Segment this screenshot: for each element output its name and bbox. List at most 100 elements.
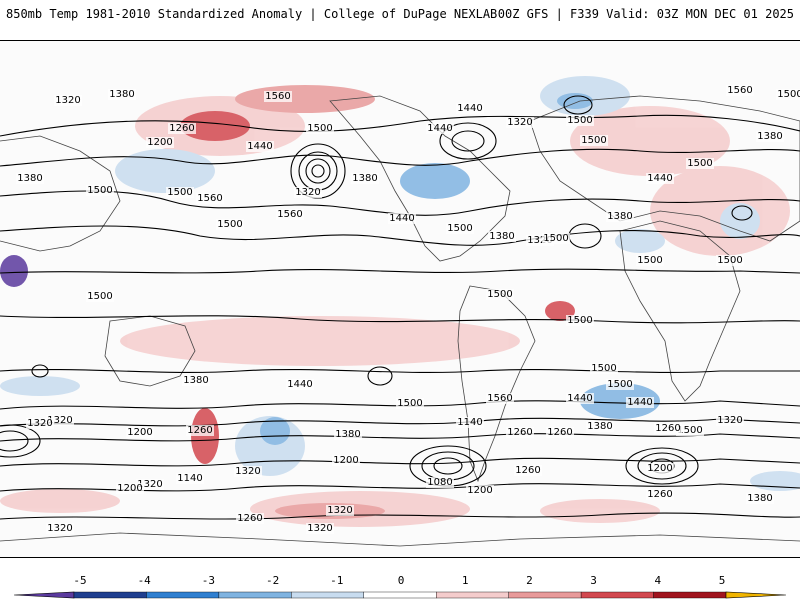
contour-label-bg bbox=[566, 315, 594, 326]
contour-label: 1320 bbox=[55, 95, 80, 106]
contour-label-bg bbox=[332, 455, 360, 466]
contour-line bbox=[0, 417, 800, 427]
contour-label-bg bbox=[388, 213, 416, 224]
coastline-antarctica bbox=[0, 532, 800, 547]
cool-anomaly-patch bbox=[557, 93, 593, 109]
contour-label-bg bbox=[776, 89, 800, 100]
contour-label: 1560 bbox=[487, 393, 512, 404]
contour-label-bg bbox=[176, 473, 204, 484]
contour-label: 1500 bbox=[447, 223, 472, 234]
coastline-africa bbox=[619, 220, 741, 402]
colorbar-tick-label: 0 bbox=[398, 574, 405, 587]
contour-label-bg bbox=[236, 513, 264, 524]
contour-label: 1440 bbox=[457, 103, 482, 114]
colorbar-tick-label: -3 bbox=[202, 574, 215, 587]
contour-label: 1500 bbox=[397, 398, 422, 409]
contour-label: 1080 bbox=[427, 477, 452, 488]
warm-anomaly-patch bbox=[180, 111, 250, 141]
contour-label: 1560 bbox=[727, 85, 752, 96]
contour-label-bg bbox=[646, 173, 674, 184]
contour-label-bg bbox=[488, 231, 516, 242]
colorbar-swatch bbox=[436, 591, 509, 599]
valid-time-label: 00Z GFS | F339 Valid: 03Z MON DEC 01 202… bbox=[497, 7, 794, 21]
contour-labels: 1380 1320 1560 1440 1500 1260 1200 1440 1320 1560… bbox=[16, 85, 800, 534]
contour-low-center bbox=[433, 457, 463, 475]
contour-label-bg bbox=[426, 477, 454, 488]
contour-label: 1560 bbox=[197, 193, 222, 204]
contour-label-bg bbox=[676, 425, 704, 436]
contour-low-center bbox=[731, 205, 753, 221]
contour-line bbox=[0, 268, 800, 274]
contour-label: 1500 bbox=[717, 255, 742, 266]
colorbar-tick-label: 2 bbox=[526, 574, 533, 587]
contour-label: 1140 bbox=[177, 473, 202, 484]
contour-label: 1380 bbox=[607, 211, 632, 222]
contour-label-bg bbox=[566, 115, 594, 126]
colorbar-swatch bbox=[146, 591, 220, 599]
colorbar-swatch bbox=[73, 591, 147, 599]
colorbar-swatch bbox=[653, 591, 727, 599]
contour-label: 1380 bbox=[489, 231, 514, 242]
contour-label-bg bbox=[654, 423, 682, 434]
contour-label: 1500 bbox=[777, 89, 800, 100]
contour-label: 1500 bbox=[87, 185, 112, 196]
coastline-australia bbox=[104, 315, 196, 387]
colorbar-swatch bbox=[363, 591, 437, 599]
colorbar-tick-label: 5 bbox=[719, 574, 726, 587]
contour-label-bg bbox=[16, 173, 44, 184]
contour-label-bg bbox=[646, 463, 674, 474]
contour-label-bg bbox=[726, 85, 754, 96]
contour-label: 1260 bbox=[187, 425, 212, 436]
colorbar-tick-label: -4 bbox=[138, 574, 152, 587]
contour-low-center bbox=[421, 451, 475, 481]
contour-label: 1380 bbox=[335, 429, 360, 440]
contour-low-center bbox=[563, 95, 593, 115]
contour-label-bg bbox=[456, 417, 484, 428]
contour-low-center bbox=[0, 430, 29, 452]
contour-label: 1500 bbox=[307, 123, 332, 134]
contour-label-bg bbox=[116, 483, 144, 494]
contour-label-bg bbox=[566, 393, 594, 404]
contour-label: 1440 bbox=[627, 397, 652, 408]
contour-label: 1200 bbox=[333, 455, 358, 466]
contour-label: 1200 bbox=[127, 427, 152, 438]
colorbar-tick-label: 4 bbox=[654, 574, 661, 587]
contour-label-bg bbox=[686, 158, 714, 169]
contour-label-bg bbox=[586, 421, 614, 432]
contour-label: 1500 bbox=[591, 363, 616, 374]
colorbar-tick-label: -5 bbox=[73, 574, 86, 587]
contour-line bbox=[0, 369, 800, 373]
contour-low-center bbox=[568, 223, 602, 249]
contour-label-bg bbox=[466, 485, 494, 496]
contour-label: 1320 bbox=[27, 418, 52, 429]
contour-label-bg bbox=[168, 123, 196, 134]
contour-label-bg bbox=[716, 255, 744, 266]
contour-label: 1200 bbox=[117, 483, 142, 494]
contour-label: 1500 bbox=[677, 425, 702, 436]
contour-label: 1380 bbox=[352, 173, 377, 184]
contour-label-bg bbox=[46, 415, 74, 426]
contour-label: 1500 bbox=[543, 233, 568, 244]
contour-label-bg bbox=[334, 429, 362, 440]
contour-label-bg bbox=[580, 135, 608, 146]
contour-label-bg bbox=[446, 223, 474, 234]
contour-label-bg bbox=[486, 393, 514, 404]
contour-label-bg bbox=[326, 505, 354, 516]
warm-anomaly-patch bbox=[540, 499, 660, 523]
contour-label-bg bbox=[108, 89, 136, 100]
contour-low-center bbox=[439, 122, 497, 160]
contour-label: 1260 bbox=[647, 489, 672, 500]
contour-label-bg bbox=[526, 235, 554, 246]
contour-label: 1440 bbox=[287, 379, 312, 390]
contour-low-center bbox=[298, 151, 338, 191]
contour-label: 1440 bbox=[389, 213, 414, 224]
contour-label-bg bbox=[234, 466, 262, 477]
contour-label: 1260 bbox=[515, 465, 540, 476]
contour-low-center bbox=[625, 447, 699, 485]
contour-label-bg bbox=[146, 137, 174, 148]
contour-label-bg bbox=[746, 493, 774, 504]
colorbar-swatch bbox=[218, 591, 292, 599]
contour-label-bg bbox=[426, 123, 454, 134]
contour-label-bg bbox=[86, 291, 114, 302]
contour-label: 1500 bbox=[487, 289, 512, 300]
